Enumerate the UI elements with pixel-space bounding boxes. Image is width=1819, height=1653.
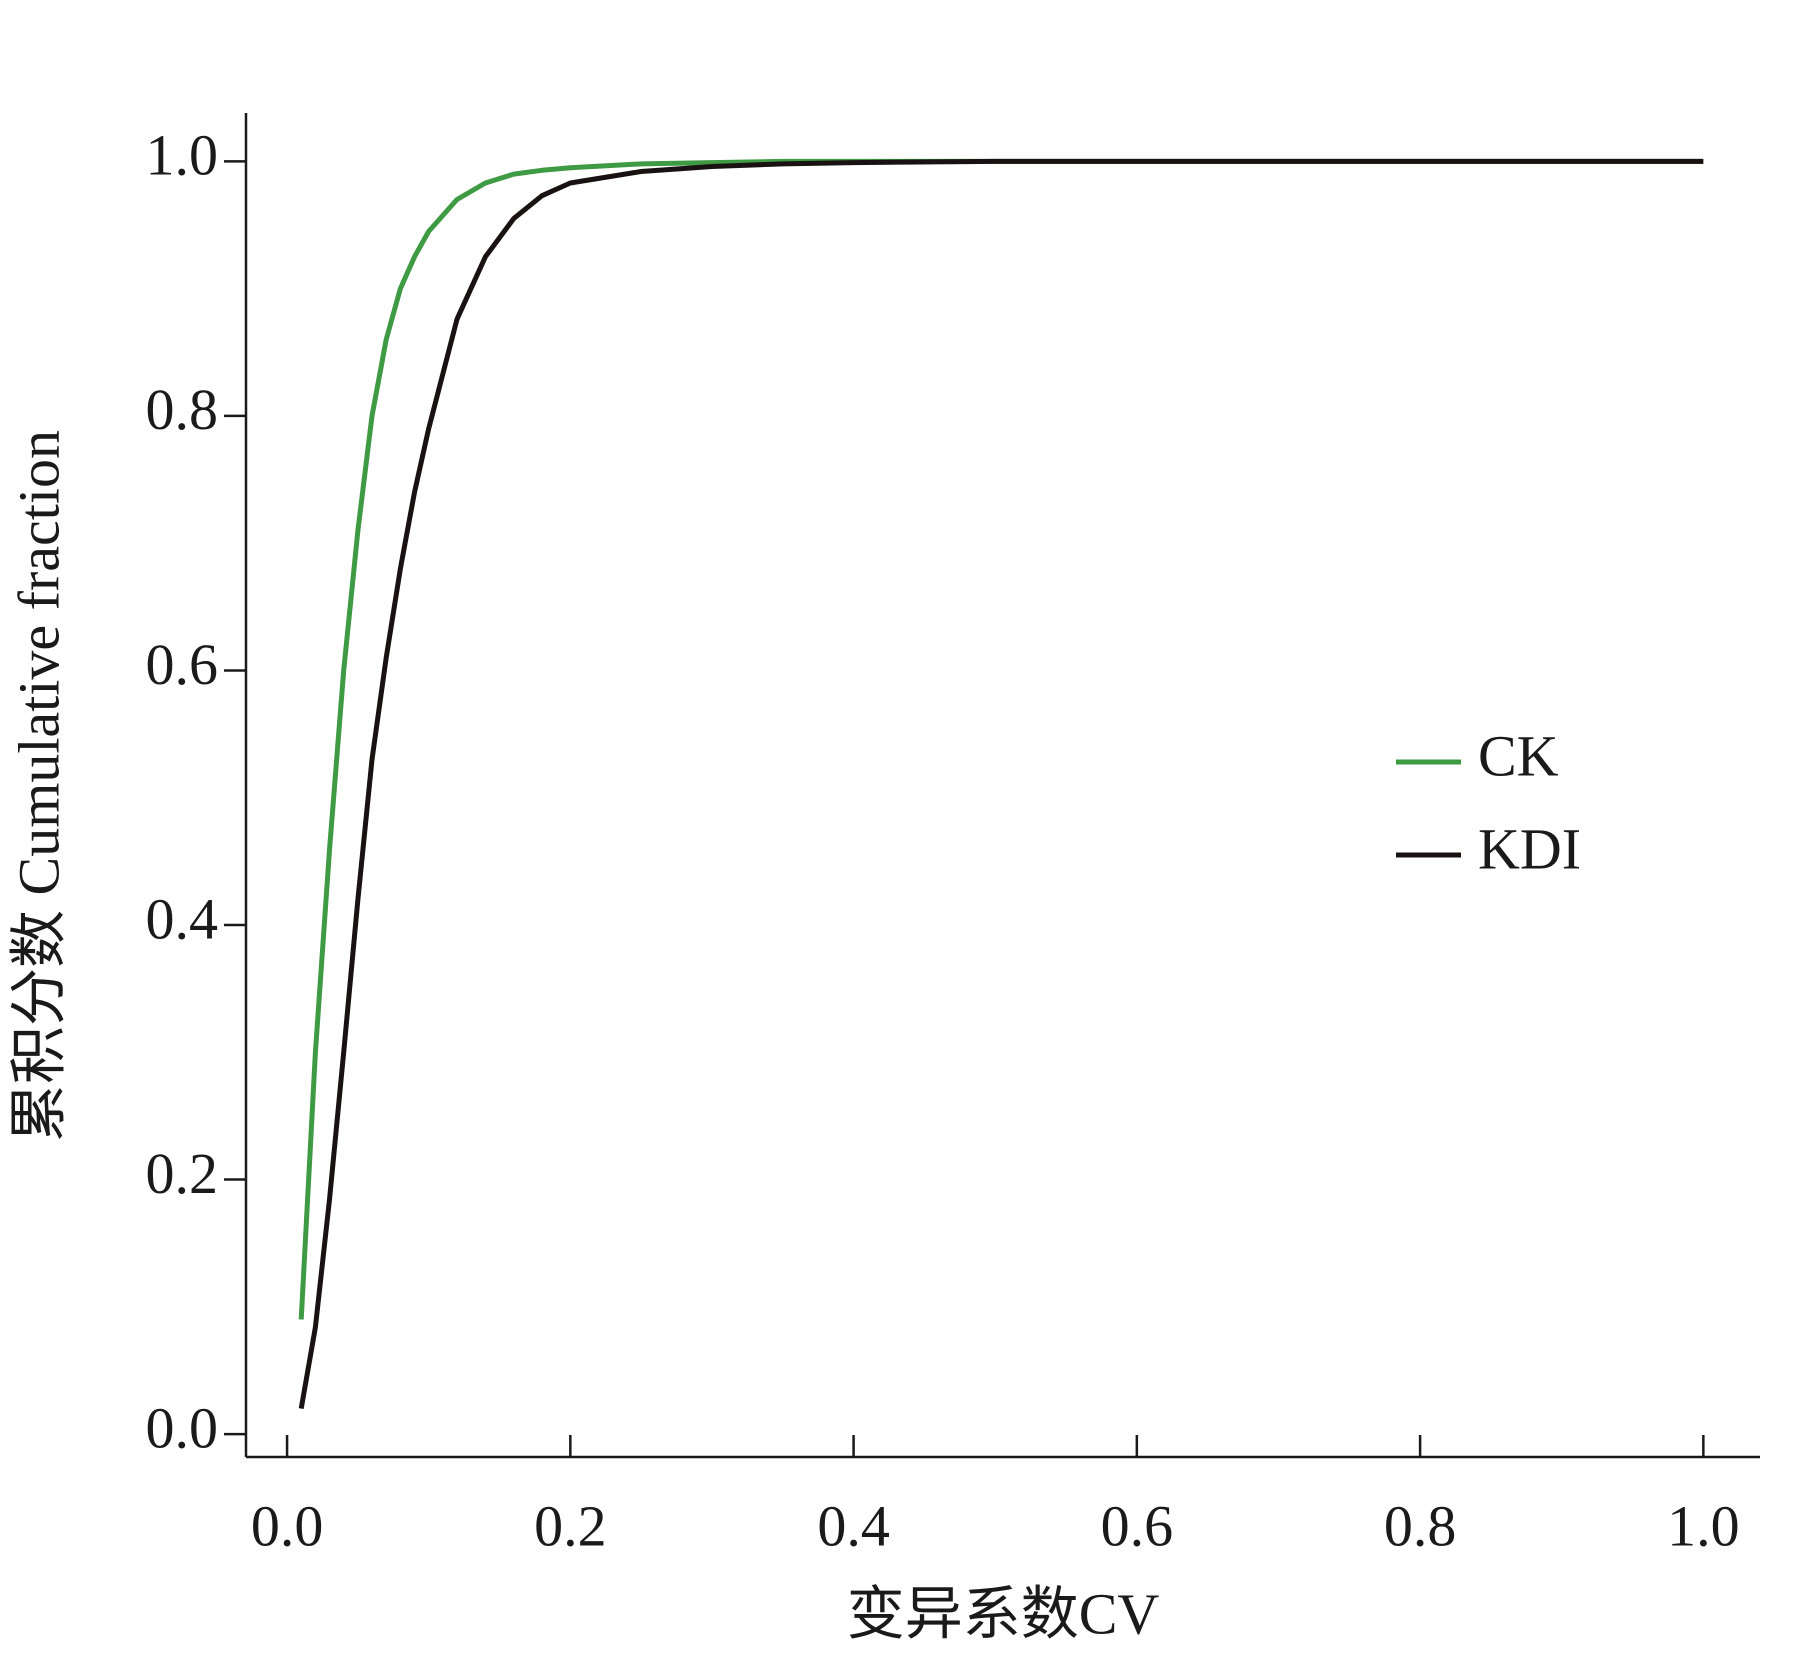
x-tick-label: 0.6 (1101, 1493, 1174, 1558)
y-tick-label: 0.2 (146, 1141, 219, 1206)
legend-label: KDI (1478, 816, 1581, 881)
y-tick-label: 1.0 (146, 123, 219, 188)
x-tick-label: 0.4 (817, 1493, 890, 1558)
legend-label: CK (1478, 723, 1559, 788)
y-tick-label: 0.8 (146, 377, 219, 442)
y-axis-title: 累积分数 Cumulative fraction (6, 430, 71, 1142)
x-tick-label: 1.0 (1667, 1493, 1740, 1558)
y-tick-label: 0.0 (146, 1395, 219, 1460)
x-tick-label: 0.2 (534, 1493, 607, 1558)
y-tick-label: 0.6 (146, 632, 219, 697)
line (298, 158, 1704, 1320)
x-tick-label: 0.8 (1384, 1493, 1457, 1558)
y-tick-label: 0.4 (146, 886, 219, 951)
x-tick-label: 0.0 (251, 1493, 324, 1558)
line (298, 158, 1704, 1410)
x-axis-title: 变异系数CV (847, 1581, 1160, 1646)
